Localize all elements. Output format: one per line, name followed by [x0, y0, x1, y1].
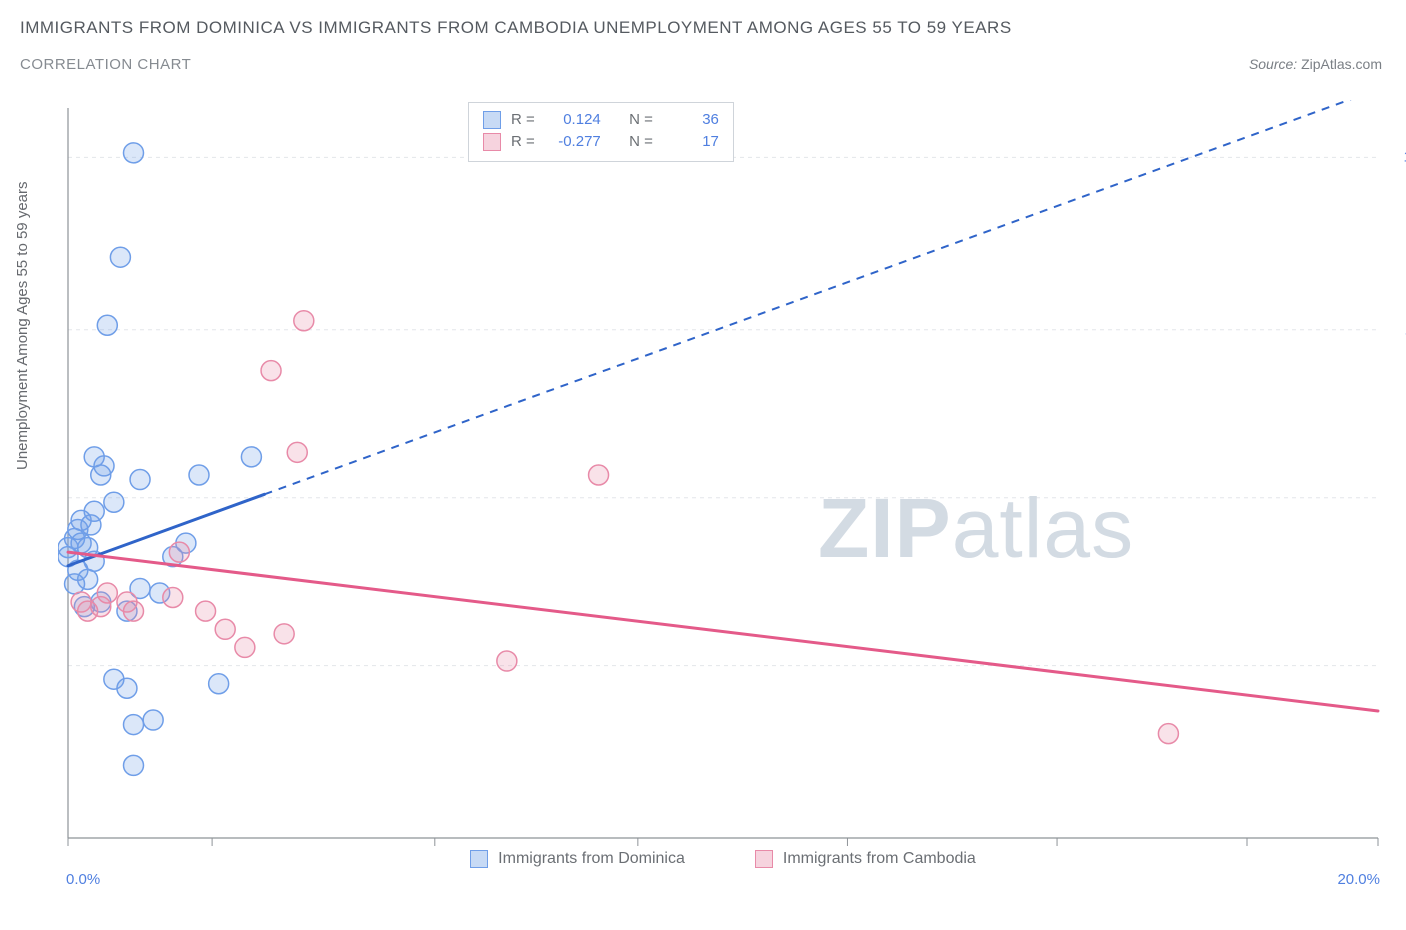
legend-item-dominica: Immigrants from Dominica	[470, 850, 685, 868]
source-name: ZipAtlas.com	[1301, 56, 1382, 72]
legend-label-cambodia: Immigrants from Cambodia	[783, 850, 976, 868]
swatch-cambodia	[755, 850, 773, 868]
n-value-cambodia: 17	[663, 131, 719, 153]
stats-row-cambodia: R = -0.277 N = 17	[483, 131, 719, 153]
swatch-dominica	[470, 850, 488, 868]
r-label: R =	[511, 109, 535, 131]
stats-row-dominica: R = 0.124 N = 36	[483, 109, 719, 131]
chart-area: ZIPatlas R = 0.124 N = 36 R = -0.277 N =…	[58, 100, 1388, 860]
scatter-plot	[58, 100, 1388, 860]
x-axis-max-label: 20.0%	[1337, 871, 1380, 888]
swatch-dominica	[483, 111, 501, 129]
swatch-cambodia	[483, 133, 501, 151]
y-axis-label: Unemployment Among Ages 55 to 59 years	[14, 181, 31, 470]
r-value-cambodia: -0.277	[545, 131, 601, 153]
n-value-dominica: 36	[663, 109, 719, 131]
chart-subtitle: CORRELATION CHART	[20, 56, 1012, 73]
correlation-stats-box: R = 0.124 N = 36 R = -0.277 N = 17	[468, 102, 734, 162]
legend-label-dominica: Immigrants from Dominica	[498, 850, 685, 868]
x-axis-min-label: 0.0%	[66, 871, 100, 888]
chart-title: IMMIGRANTS FROM DOMINICA VS IMMIGRANTS F…	[20, 18, 1012, 38]
r-label: R =	[511, 131, 535, 153]
legend: Immigrants from Dominica Immigrants from…	[58, 850, 1388, 868]
n-label: N =	[629, 131, 653, 153]
source-prefix: Source:	[1249, 56, 1297, 72]
r-value-dominica: 0.124	[545, 109, 601, 131]
n-label: N =	[629, 109, 653, 131]
source-attribution: Source: ZipAtlas.com	[1249, 56, 1382, 72]
legend-item-cambodia: Immigrants from Cambodia	[755, 850, 976, 868]
